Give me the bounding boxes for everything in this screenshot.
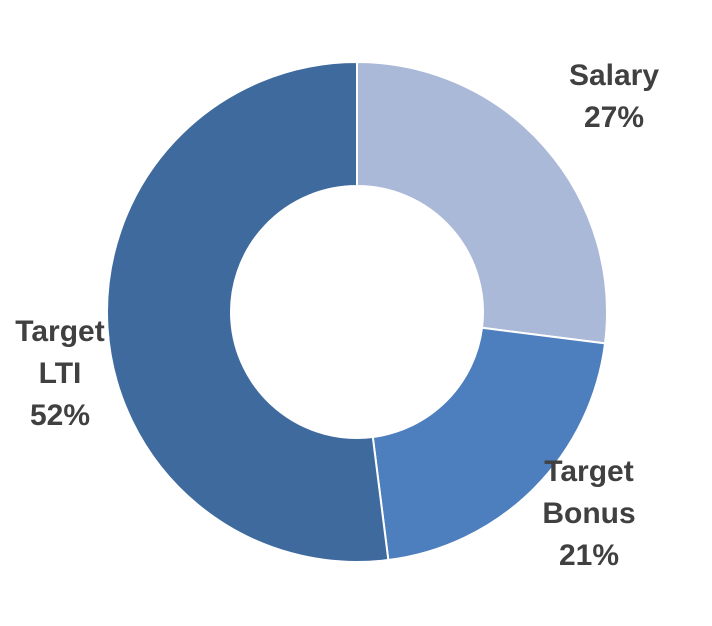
- slice-label-target-lti: Target LTI 52%: [15, 315, 104, 432]
- donut-slices: [106, 60, 608, 563]
- slice-name-line: Salary: [569, 59, 659, 92]
- slice-target-lti: [106, 60, 390, 563]
- slice-salary: [356, 60, 608, 345]
- slice-labels: Salary 27% Target Bonus 21% Target LTI 52%: [15, 59, 659, 572]
- slice-name-line: Target: [544, 455, 633, 488]
- slice-name-line: LTI: [39, 357, 82, 390]
- slice-label-target-bonus: Target Bonus 21%: [542, 455, 635, 572]
- slice-target-bonus: [371, 326, 607, 562]
- slice-label-salary: Salary 27%: [569, 59, 659, 134]
- slice-name-line: Bonus: [542, 497, 635, 530]
- slice-percent: 52%: [30, 399, 90, 432]
- slice-name-line: Target: [15, 315, 104, 348]
- slice-percent: 27%: [584, 101, 644, 134]
- slice-percent: 21%: [559, 539, 619, 572]
